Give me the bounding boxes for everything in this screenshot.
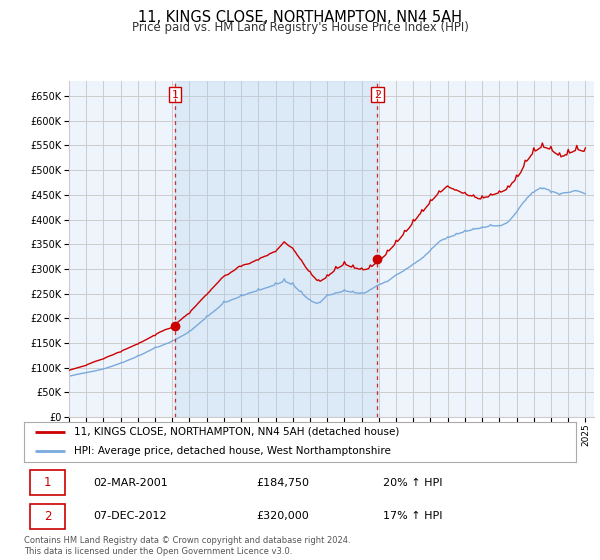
Bar: [29, 503, 65, 529]
Text: 11, KINGS CLOSE, NORTHAMPTON, NN4 5AH: 11, KINGS CLOSE, NORTHAMPTON, NN4 5AH: [138, 10, 462, 25]
Text: 11, KINGS CLOSE, NORTHAMPTON, NN4 5AH (detached house): 11, KINGS CLOSE, NORTHAMPTON, NN4 5AH (d…: [74, 427, 399, 437]
Text: Contains HM Land Registry data © Crown copyright and database right 2024.
This d: Contains HM Land Registry data © Crown c…: [24, 536, 350, 556]
Bar: [175, 81, 377, 417]
Text: HPI: Average price, detached house, West Northamptonshire: HPI: Average price, detached house, West…: [74, 446, 391, 456]
Text: Price paid vs. HM Land Registry's House Price Index (HPI): Price paid vs. HM Land Registry's House …: [131, 21, 469, 34]
Text: 2: 2: [44, 510, 52, 523]
Text: 2: 2: [374, 90, 381, 100]
Text: 20% ↑ HPI: 20% ↑ HPI: [383, 478, 442, 488]
Text: 02-MAR-2001: 02-MAR-2001: [93, 478, 168, 488]
Text: 17% ↑ HPI: 17% ↑ HPI: [383, 511, 442, 521]
Text: £184,750: £184,750: [256, 478, 309, 488]
Text: 07-DEC-2012: 07-DEC-2012: [93, 511, 167, 521]
Text: £320,000: £320,000: [256, 511, 308, 521]
Bar: [29, 470, 65, 496]
Text: 1: 1: [172, 90, 179, 100]
Text: 1: 1: [44, 476, 52, 489]
